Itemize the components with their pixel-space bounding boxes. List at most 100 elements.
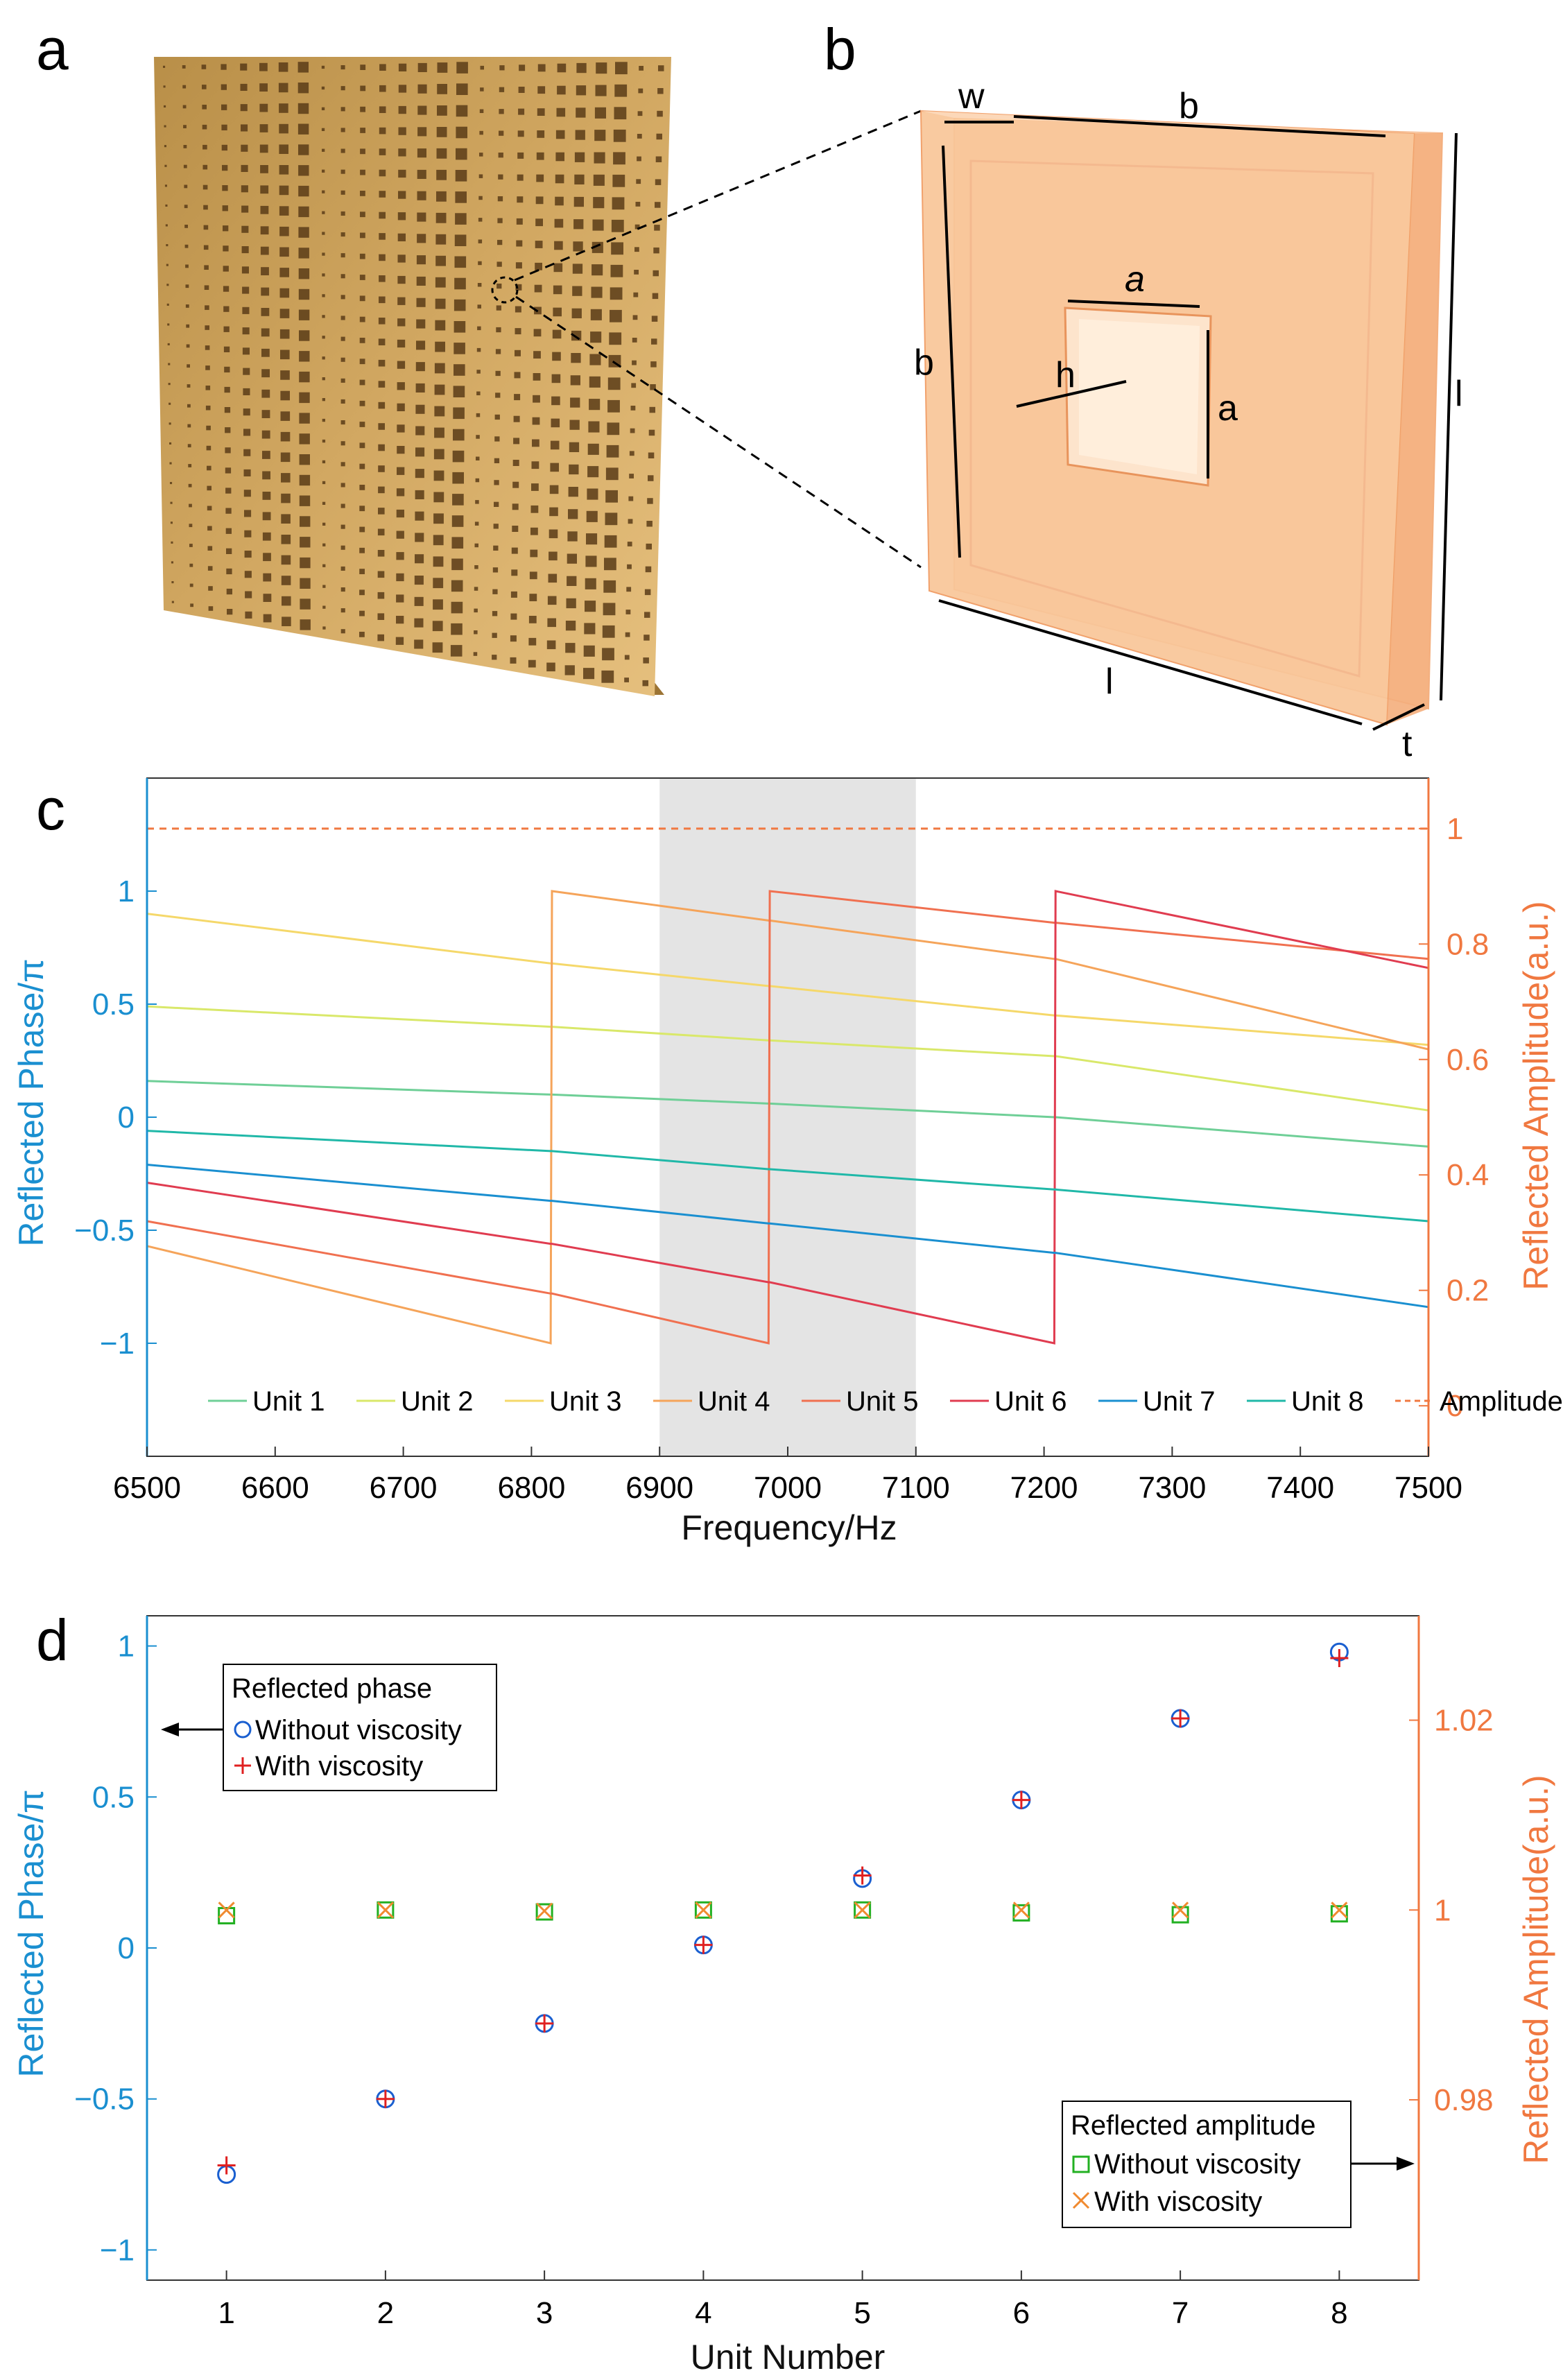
plate-hole bbox=[630, 406, 636, 411]
plate-hole bbox=[529, 594, 537, 601]
plate-hole bbox=[378, 359, 386, 367]
plate-hole bbox=[300, 578, 311, 589]
plate-hole bbox=[536, 174, 544, 182]
plate-hole bbox=[188, 464, 192, 467]
plate-hole bbox=[169, 442, 172, 445]
plate-hole bbox=[604, 558, 616, 571]
plate-hole bbox=[637, 156, 641, 162]
plate-hole bbox=[513, 415, 520, 422]
plate-hole bbox=[653, 247, 659, 254]
plate-hole bbox=[221, 124, 227, 130]
amp-legend-title: Reflected amplitude bbox=[1071, 2110, 1316, 2141]
plate-hole bbox=[340, 566, 345, 571]
plate-hole bbox=[454, 364, 465, 376]
plate-hole bbox=[207, 485, 211, 491]
plate-hole bbox=[168, 363, 171, 365]
chart-d-phase-with-point bbox=[694, 1935, 713, 1954]
plate-hole bbox=[206, 445, 211, 451]
plate-hole bbox=[379, 106, 386, 113]
dim-a-top-arrow bbox=[1067, 300, 1200, 308]
plate-hole bbox=[222, 185, 228, 191]
plate-hole bbox=[182, 85, 187, 89]
plate-hole bbox=[635, 202, 641, 207]
plate-hole bbox=[519, 64, 526, 71]
plate-hole bbox=[340, 420, 345, 425]
plate-hole bbox=[436, 127, 447, 137]
plate-hole bbox=[164, 125, 166, 128]
plate-hole bbox=[260, 185, 269, 194]
plate-hole bbox=[398, 105, 406, 114]
plate-hole bbox=[613, 152, 625, 165]
chart-d-xlabel: Unit Number bbox=[691, 2338, 886, 2377]
plate-hole bbox=[221, 84, 227, 90]
plate-hole bbox=[260, 226, 269, 235]
plate-hole bbox=[224, 386, 230, 393]
plate-hole bbox=[415, 490, 424, 499]
plate-hole bbox=[222, 164, 228, 171]
plate-hole bbox=[624, 655, 630, 660]
plate-hole bbox=[379, 212, 386, 219]
dim-a-top-label: a bbox=[1125, 259, 1145, 300]
plate-hole bbox=[398, 191, 406, 199]
plate-hole bbox=[625, 610, 631, 614]
plate-hole bbox=[300, 557, 311, 569]
plate-hole bbox=[451, 601, 463, 614]
dim-l-right-label: l bbox=[1455, 374, 1463, 414]
plate-hole bbox=[244, 571, 252, 578]
plate-hole bbox=[203, 245, 209, 250]
plate-hole bbox=[632, 360, 637, 365]
plate-hole bbox=[259, 62, 268, 71]
plate-hole bbox=[553, 263, 563, 273]
dim-a-right-label: a bbox=[1218, 388, 1238, 429]
plate-hole bbox=[359, 295, 365, 302]
plate-hole bbox=[360, 64, 366, 70]
plate-hole bbox=[495, 393, 501, 398]
plate-hole bbox=[183, 164, 187, 169]
plate-hole bbox=[184, 244, 189, 248]
plate-hole bbox=[454, 299, 466, 311]
plate-hole bbox=[163, 65, 166, 68]
plate-hole bbox=[476, 391, 481, 395]
plate-hole bbox=[416, 298, 426, 307]
plate-holes bbox=[163, 62, 664, 687]
plate-hole bbox=[281, 535, 291, 544]
plate-hole bbox=[607, 422, 620, 436]
plate-hole bbox=[241, 164, 248, 172]
plate-hole bbox=[590, 331, 602, 343]
plate-hole bbox=[646, 521, 653, 527]
plate-hole bbox=[655, 156, 662, 162]
plate-hole bbox=[515, 262, 522, 269]
plate-hole bbox=[377, 592, 385, 599]
plate-hole bbox=[359, 400, 365, 406]
plate-hole bbox=[340, 211, 345, 216]
plate-hole bbox=[648, 452, 655, 458]
chart-c-xtick-label: 6600 bbox=[241, 1471, 309, 1505]
plate-hole bbox=[492, 655, 497, 660]
plate-hole bbox=[499, 130, 504, 136]
plate-hole bbox=[242, 347, 250, 355]
plate-hole bbox=[378, 444, 385, 451]
plate-hole bbox=[552, 329, 562, 339]
plate-hole bbox=[170, 521, 173, 524]
plate-hole bbox=[547, 618, 556, 628]
amp-legend-marker-without bbox=[1072, 2155, 1090, 2173]
plate-hole bbox=[360, 128, 365, 133]
plate-hole bbox=[569, 464, 579, 475]
plate-hole bbox=[552, 352, 561, 361]
plate-hole bbox=[297, 103, 309, 114]
plate-hole bbox=[360, 106, 365, 112]
plate-hole bbox=[379, 169, 386, 177]
plate-hole bbox=[634, 224, 640, 230]
plate-hole bbox=[529, 571, 537, 580]
plate-hole bbox=[260, 165, 268, 173]
plate-hole bbox=[549, 485, 559, 494]
plate-hole bbox=[279, 288, 290, 298]
plate-hole bbox=[223, 326, 230, 332]
plate-hole bbox=[378, 465, 385, 472]
plate-hole bbox=[164, 184, 167, 187]
chart-c-ytick-right-label: 1 bbox=[1447, 812, 1463, 846]
plate-hole bbox=[417, 212, 426, 222]
plate-hole bbox=[204, 265, 209, 270]
plate-hole bbox=[573, 196, 584, 207]
